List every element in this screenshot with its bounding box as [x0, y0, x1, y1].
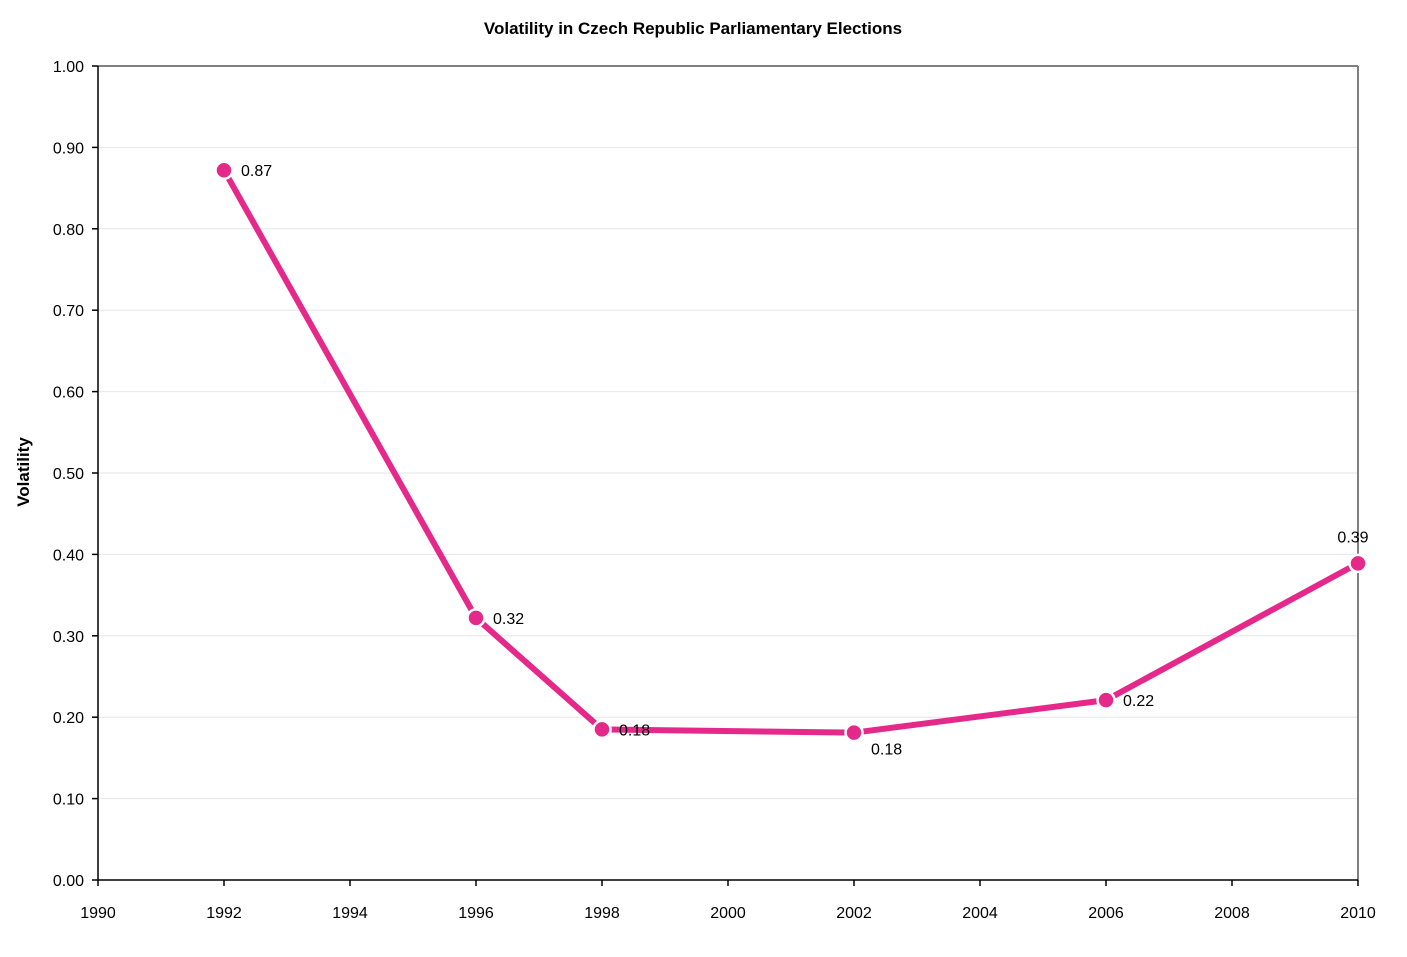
x-tick-label: 2004 [962, 905, 998, 922]
chart-title: Volatility in Czech Republic Parliamenta… [484, 19, 902, 38]
data-label: 0.18 [871, 742, 902, 759]
data-point [592, 719, 612, 740]
y-axis-label: Volatility [14, 437, 33, 507]
y-tick-label: 0.20 [53, 710, 84, 727]
y-tick-label: 0.00 [53, 873, 84, 890]
series-line [221, 167, 1361, 736]
x-tick-label: 1992 [206, 905, 242, 922]
x-tick-label: 2006 [1088, 905, 1124, 922]
axes: 0.00 0.10 0.20 0.30 0.40 0.50 0.60 0.70 0.80 0.90… [53, 59, 1376, 922]
x-tick-label: 2010 [1340, 905, 1376, 922]
data-label: 0.32 [493, 611, 524, 628]
data-point [466, 608, 486, 628]
data-point [1096, 690, 1116, 710]
x-tick-label: 1990 [80, 905, 116, 922]
x-tick-label: 1996 [458, 905, 494, 922]
data-label: 0.22 [1123, 693, 1154, 710]
data-label: 0.18 [619, 722, 650, 739]
y-tick-label: 1.00 [53, 59, 84, 76]
data-label: 0.87 [241, 163, 272, 180]
y-tick-label: 0.30 [53, 629, 84, 646]
x-tick-label: 1994 [332, 905, 368, 922]
x-tick-label: 1998 [584, 905, 620, 922]
y-tick-label: 0.90 [53, 140, 84, 157]
y-tick-label: 0.40 [53, 547, 84, 564]
data-label: 0.39 [1337, 529, 1368, 546]
x-tick-label: 2008 [1214, 905, 1250, 922]
x-tick-label: 2002 [836, 905, 872, 922]
y-tick-label: 0.60 [53, 385, 84, 402]
y-tick-label: 0.10 [53, 792, 84, 809]
data-point [1348, 553, 1368, 574]
data-point [214, 160, 234, 180]
y-tick-label: 0.80 [53, 222, 84, 239]
y-tick-label: 0.50 [53, 466, 84, 483]
series [214, 160, 1368, 743]
data-labels: 0.87 0.32 0.18 0.18 0.22 0.39 [241, 163, 1369, 758]
gridlines [98, 65, 1358, 800]
x-tick-label: 2000 [710, 905, 746, 922]
y-tick-label: 0.70 [53, 303, 84, 320]
data-point [844, 722, 864, 743]
